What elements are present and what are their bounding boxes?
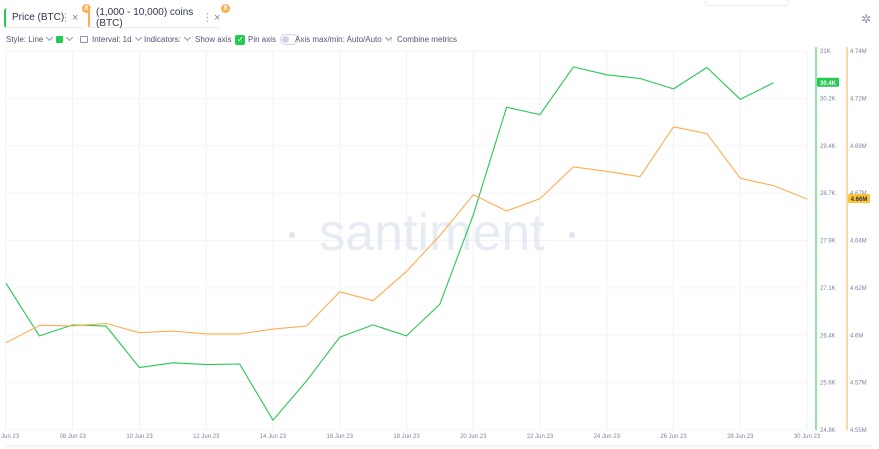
left-value-badge bbox=[817, 77, 839, 87]
watermark-dot bbox=[569, 232, 575, 238]
indicators-dropdown[interactable]: Indicators: bbox=[144, 33, 191, 47]
show-axis-label: Show axis bbox=[195, 35, 232, 44]
metric-chip-price[interactable]: Price (BTC) ⋮ × 8 bbox=[4, 4, 91, 28]
badge-icon: 8 bbox=[221, 4, 230, 13]
series-line-coins bbox=[5, 126, 808, 344]
axis-minmax-label: Axis max/min: Auto/Auto bbox=[295, 35, 382, 44]
pin-axis-label: Pin axis bbox=[248, 35, 277, 44]
left-axis-tick-label: 27.9K bbox=[820, 239, 836, 245]
close-icon[interactable]: × bbox=[214, 11, 221, 24]
right-axis-tick-label: 4.62M bbox=[850, 286, 867, 292]
interval-label: Interval: 1d bbox=[92, 35, 132, 44]
combine-label: Combine metrics bbox=[397, 35, 458, 44]
metric-chip-coins[interactable]: (1,000 - 10,000) coins (BTC) ⋮ × 8 bbox=[88, 4, 230, 29]
left-axis-tick-label: 25.6K bbox=[820, 381, 836, 387]
x-tick-label: 18 Jun 23 bbox=[393, 434, 420, 440]
x-tick-label: 22 Jun 23 bbox=[527, 434, 554, 440]
chart-series bbox=[5, 66, 808, 421]
x-tick-label: 24 Jun 23 bbox=[594, 434, 621, 440]
metric-bar: Price (BTC) ⋮ × 8 (1,000 - 10,000) coins… bbox=[0, 0, 879, 32]
right-axis-tick-label: 4.64M bbox=[850, 239, 867, 245]
right-value-label: 4.66M bbox=[851, 197, 868, 203]
arrow-up-icon: ↑ bbox=[389, 35, 393, 44]
right-axis-tick-label: 4.74M bbox=[850, 49, 867, 55]
right-axis-tick-label: 4.6M bbox=[850, 333, 863, 339]
watermark-dot bbox=[289, 232, 295, 238]
chart-axes bbox=[6, 47, 873, 447]
right-axis-tick-label: 4.72M bbox=[850, 96, 867, 102]
left-axis-tick-label: 30.2K bbox=[820, 96, 836, 102]
toggle-switch[interactable] bbox=[280, 34, 299, 46]
show-axis-toggle[interactable]: Show axis ✓ bbox=[195, 33, 246, 47]
x-tick-label: 26 Jun 23 bbox=[660, 434, 687, 440]
pin-axis-toggle[interactable]: Pin axis bbox=[248, 33, 299, 47]
right-axis-tick-label: 4.55M bbox=[850, 428, 867, 434]
metric-label-price: Price (BTC) bbox=[12, 12, 65, 23]
style-dropdown[interactable]: Style: Line bbox=[6, 33, 54, 47]
calendar-icon bbox=[80, 36, 88, 44]
interval-dropdown[interactable]: Interval: 1d bbox=[80, 33, 142, 47]
color-swatch bbox=[56, 36, 63, 44]
indicators-label: Indicators: bbox=[144, 35, 181, 44]
chart-labels: 06 Jun 23 08 Jun 23 10 Jun 23 12 Jun 23 14 J… bbox=[0, 49, 870, 440]
right-axis-tick-label: 4.57M bbox=[850, 381, 867, 387]
x-tick-label: 06 Jun 23 bbox=[0, 434, 20, 440]
x-tick-label: 28 Jun 23 bbox=[727, 434, 754, 440]
x-tick-label: 08 Jun 23 bbox=[60, 434, 87, 440]
x-tick-label: 30 Jun 23 bbox=[794, 434, 821, 440]
left-value-label: 30.4K bbox=[820, 81, 837, 87]
color-dropdown[interactable] bbox=[56, 33, 74, 47]
metric-add-slot[interactable] bbox=[705, 0, 789, 6]
left-axis-tick-label: 29.4K bbox=[820, 144, 836, 150]
left-axis-tick-label: 31K bbox=[820, 49, 831, 55]
settings-icon[interactable]: ✲ bbox=[860, 12, 872, 26]
series-line-price bbox=[5, 66, 774, 421]
axis-minmax-dropdown[interactable]: Axis max/min: Auto/Auto bbox=[295, 33, 392, 47]
style-label: Style: Line bbox=[6, 35, 44, 44]
chart-toolbar: Style: Line Interval: 1d Indicators: Sho… bbox=[0, 33, 879, 47]
badge-icon: 8 bbox=[82, 4, 91, 13]
left-axis-tick-label: 26.4K bbox=[820, 333, 836, 339]
x-tick-label: 20 Jun 23 bbox=[460, 434, 487, 440]
right-axis-tick-label: 4.69M bbox=[850, 144, 867, 150]
close-icon[interactable]: × bbox=[72, 11, 79, 24]
right-value-badge bbox=[848, 194, 870, 204]
combine-metrics-button[interactable]: ↑ Combine metrics bbox=[389, 33, 457, 47]
left-axis-tick-label: 27.1K bbox=[820, 286, 836, 292]
x-tick-label: 12 Jun 23 bbox=[193, 434, 220, 440]
x-tick-label: 10 Jun 23 bbox=[126, 434, 153, 440]
x-tick-label: 14 Jun 23 bbox=[260, 434, 287, 440]
santiment-watermark: santiment bbox=[319, 204, 545, 262]
more-options-icon[interactable]: ⋮ bbox=[202, 12, 213, 24]
more-options-icon[interactable]: ⋮ bbox=[60, 12, 71, 24]
x-tick-label: 16 Jun 23 bbox=[327, 434, 354, 440]
left-axis-tick-label: 24.8K bbox=[820, 428, 836, 434]
metric-label-coins: (1,000 - 10,000) coins (BTC) bbox=[96, 6, 194, 29]
left-axis-tick-label: 28.7K bbox=[820, 191, 836, 197]
check-icon[interactable]: ✓ bbox=[235, 34, 246, 45]
